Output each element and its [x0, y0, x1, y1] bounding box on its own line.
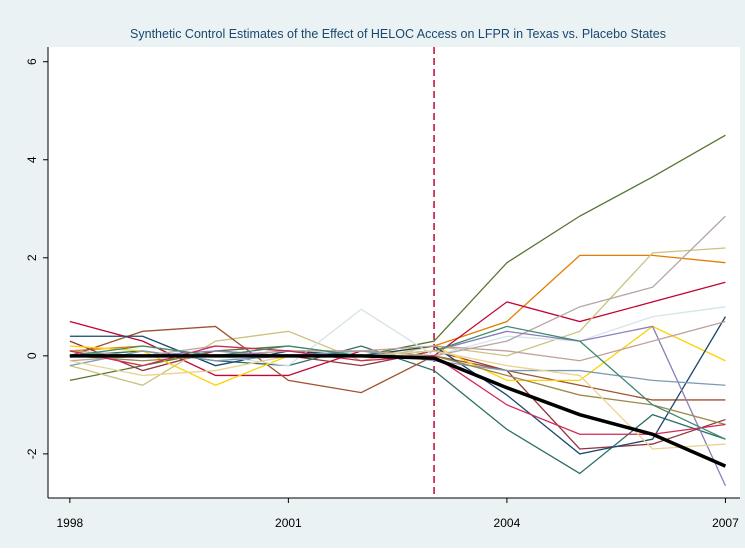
series-line	[69, 354, 727, 468]
x-tick-label: 1998	[57, 516, 84, 530]
series-line	[69, 350, 726, 450]
y-tick-label: 4	[25, 156, 39, 163]
plot-area	[48, 47, 740, 498]
x-tick-label: 2004	[494, 516, 521, 530]
y-tick-label: -2	[25, 448, 39, 459]
x-tick-label: 2001	[275, 516, 302, 530]
chart-title: Synthetic Control Estimates of the Effec…	[130, 27, 666, 41]
y-tick-label: 0	[25, 352, 39, 359]
x-tick-label: 2007	[712, 516, 739, 530]
y-tick-label: 2	[25, 254, 39, 261]
y-tick-label: 6	[25, 58, 39, 65]
series-line	[69, 325, 726, 401]
